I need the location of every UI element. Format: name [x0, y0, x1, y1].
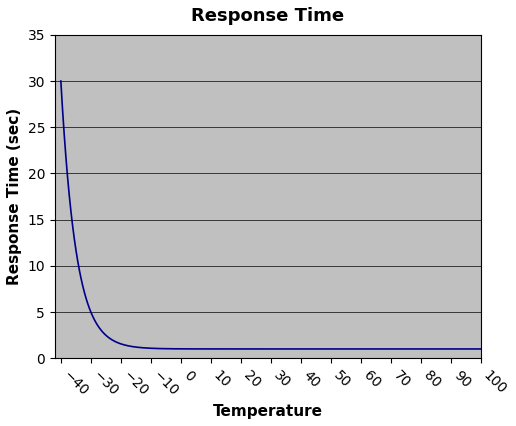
Title: Response Time: Response Time [191, 7, 344, 25]
X-axis label: Temperature: Temperature [213, 404, 322, 419]
Y-axis label: Response Time (sec): Response Time (sec) [7, 108, 22, 285]
